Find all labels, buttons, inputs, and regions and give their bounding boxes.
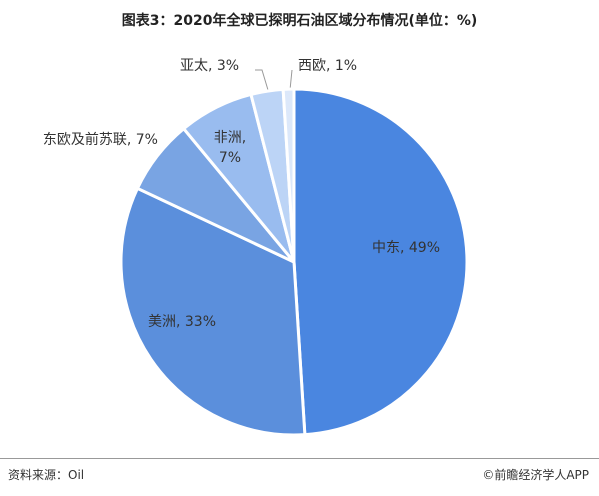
- data-label: 美洲, 33%: [148, 314, 217, 330]
- data-label: 东欧及前苏联, 7%: [42, 132, 158, 148]
- leader-line: [289, 69, 293, 91]
- source: 资料来源：Oil: [8, 468, 85, 482]
- data-label: 非洲, 7%: [213, 130, 247, 166]
- data-label: 亚太, 3%: [180, 58, 240, 74]
- data-label: 中东, 49%: [372, 240, 441, 256]
- divider: [0, 458, 599, 459]
- pie-slice: [292, 87, 469, 437]
- chart-title: 图表3：2020年全球已探明石油区域分布情况(单位：%): [121, 13, 478, 29]
- pie-slice: [119, 186, 307, 437]
- leader-line: [255, 69, 269, 91]
- pie-slice: [281, 87, 296, 263]
- data-label: 西欧, 1%: [298, 58, 358, 74]
- brand: ©前瞻经济学人APP: [482, 468, 589, 482]
